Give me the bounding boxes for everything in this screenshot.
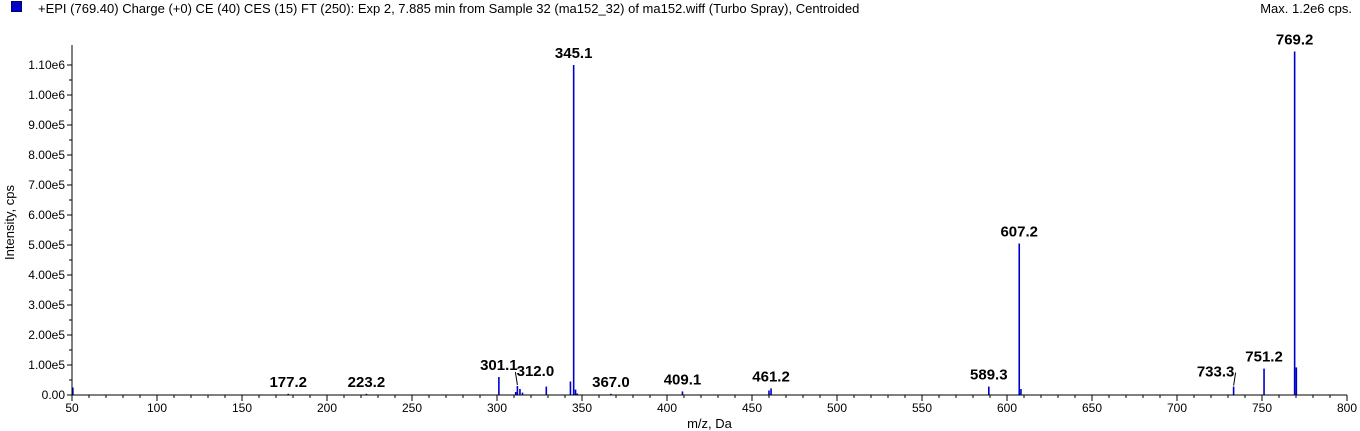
x-tick-label: 150 <box>232 401 252 415</box>
y-tick-label: 4.00e5 <box>28 268 65 282</box>
peak-label: 345.1 <box>555 45 593 62</box>
y-tick-label: 0.00 <box>42 388 66 402</box>
peak-label: 409.1 <box>664 371 702 388</box>
peak-label: 589.3 <box>970 367 1008 384</box>
y-tick-label: 8.00e5 <box>28 148 65 162</box>
peak-label: 733.3 <box>1197 364 1235 381</box>
x-tick-label: 650 <box>1082 401 1102 415</box>
peak-label: 607.2 <box>1000 224 1038 241</box>
x-tick-label: 500 <box>827 401 847 415</box>
peak-label-leader <box>514 371 518 386</box>
x-tick-label: 750 <box>1252 401 1272 415</box>
x-tick-label: 350 <box>572 401 592 415</box>
peak-label: 367.0 <box>592 374 630 391</box>
y-tick-label: 1.00e6 <box>28 88 65 102</box>
peak-label: 223.2 <box>348 374 386 391</box>
peak-label: 461.2 <box>752 368 790 385</box>
y-tick-label: 6.00e5 <box>28 208 65 222</box>
series-color-swatch <box>11 1 22 12</box>
y-tick-label: 9.00e5 <box>28 118 65 132</box>
spectrum-header-title: +EPI (769.40) Charge (+0) CE (40) CES (1… <box>38 1 860 16</box>
y-tick-label: 7.00e5 <box>28 178 65 192</box>
x-tick-label: 100 <box>147 401 167 415</box>
chart-axes: 50 100 150 200 250 300 350 400 450 500 550 600 650 70… <box>28 45 1357 415</box>
x-tick-label: 700 <box>1167 401 1187 415</box>
x-tick-label: 50 <box>65 401 79 415</box>
x-tick-label: 400 <box>657 401 677 415</box>
spectrum-bars <box>72 51 1298 395</box>
x-tick-label: 250 <box>402 401 422 415</box>
max-intensity-label: Max. 1.2e6 cps. <box>1260 1 1352 16</box>
y-tick-label: 2.00e5 <box>28 328 65 342</box>
y-tick-label: 5.00e5 <box>28 238 65 252</box>
peak-label: 751.2 <box>1245 349 1283 366</box>
peak-label-leader <box>1233 372 1237 386</box>
y-tick-label: 1.00e5 <box>28 358 65 372</box>
peak-label: 177.2 <box>269 374 307 391</box>
x-tick-label: 450 <box>742 401 762 415</box>
x-tick-label: 600 <box>997 401 1017 415</box>
y-axis-title: Intensity, cps <box>2 185 17 260</box>
x-tick-label: 800 <box>1337 401 1357 415</box>
x-axis-title: m/z, Da <box>687 416 733 431</box>
x-tick-label: 550 <box>912 401 932 415</box>
peak-label: 769.2 <box>1276 32 1314 49</box>
y-tick-label: 1.10e6 <box>28 58 65 72</box>
y-tick-label: 3.00e5 <box>28 298 65 312</box>
peak-label: 312.0 <box>517 363 555 380</box>
x-tick-label: 200 <box>317 401 337 415</box>
peak-label: 301.1 <box>480 357 518 374</box>
x-tick-label: 300 <box>487 401 507 415</box>
